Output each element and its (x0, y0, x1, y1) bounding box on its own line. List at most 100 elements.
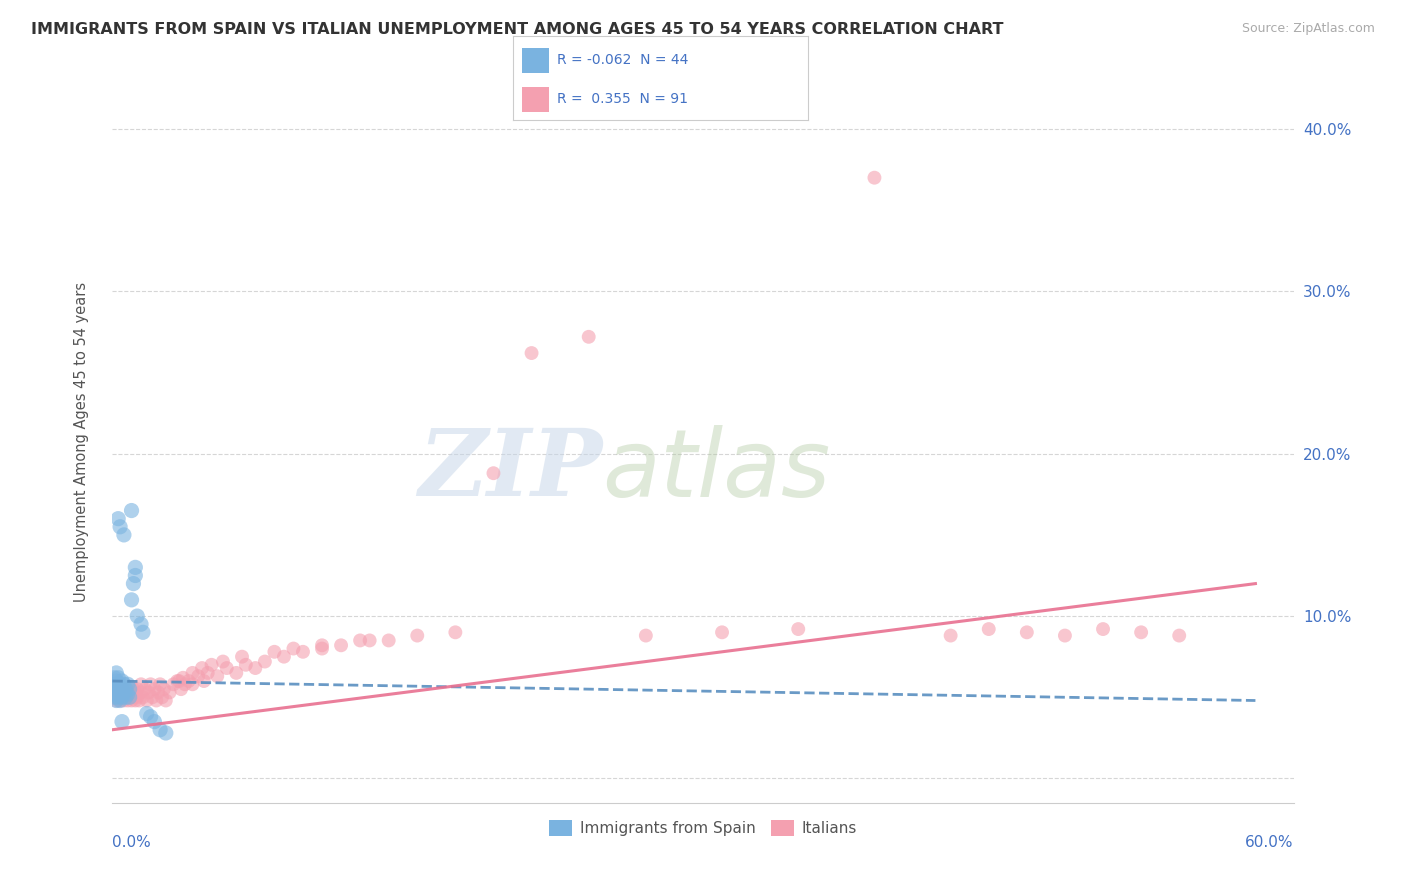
Point (103, 690, 125, 705)
Point (107, 511, 129, 525)
Point (121, 592, 143, 607)
Point (103, 677, 125, 691)
Point (132, 625, 155, 640)
Point (191, 661, 214, 675)
Point (1053, 629, 1076, 643)
Point (121, 503, 143, 517)
Point (121, 685, 143, 699)
Point (117, 687, 139, 701)
Point (162, 677, 184, 691)
Point (107, 690, 129, 705)
Point (1168, 629, 1191, 643)
Point (231, 649, 253, 664)
Point (939, 629, 962, 643)
Point (107, 690, 129, 705)
Point (118, 682, 141, 697)
Point (127, 690, 149, 705)
Point (127, 682, 149, 697)
Point (117, 693, 139, 707)
Point (114, 682, 136, 697)
Point (145, 693, 167, 707)
Point (155, 693, 177, 707)
Point (173, 677, 195, 691)
Text: atlas: atlas (603, 425, 831, 516)
Point (111, 714, 134, 729)
Point (311, 641, 333, 656)
Point (225, 665, 247, 680)
Point (105, 681, 128, 695)
Point (863, 170, 886, 185)
Point (103, 682, 125, 697)
Point (108, 520, 131, 534)
Point (118, 690, 141, 705)
Point (135, 693, 157, 707)
Point (121, 693, 143, 707)
Point (129, 685, 152, 699)
Point (311, 638, 333, 652)
Point (135, 706, 157, 721)
Point (349, 633, 371, 648)
Point (139, 677, 162, 691)
Point (107, 671, 129, 685)
Point (283, 641, 305, 656)
Point (207, 669, 229, 683)
Text: 60.0%: 60.0% (1246, 835, 1294, 850)
Point (197, 665, 219, 680)
Point (122, 576, 145, 591)
Point (634, 629, 657, 643)
Point (118, 682, 141, 697)
Point (359, 633, 381, 648)
Point (103, 690, 125, 705)
Point (117, 677, 139, 691)
Point (112, 685, 135, 699)
Point (111, 682, 134, 697)
Text: R =  0.355  N = 91: R = 0.355 N = 91 (557, 92, 689, 106)
Text: IMMIGRANTS FROM SPAIN VS ITALIAN UNEMPLOYMENT AMONG AGES 45 TO 54 YEARS CORRELAT: IMMIGRANTS FROM SPAIN VS ITALIAN UNEMPLO… (31, 22, 1004, 37)
Text: Source: ZipAtlas.com: Source: ZipAtlas.com (1241, 22, 1375, 36)
Point (132, 690, 155, 705)
Point (1015, 625, 1038, 640)
Point (143, 682, 166, 697)
Point (108, 685, 131, 699)
Point (139, 710, 162, 724)
Point (444, 625, 467, 640)
Text: 0.0%: 0.0% (112, 835, 152, 850)
Point (105, 693, 128, 707)
Point (520, 346, 543, 360)
Point (148, 685, 170, 699)
Point (177, 673, 200, 688)
Point (212, 655, 235, 669)
Text: R = -0.062  N = 44: R = -0.062 N = 44 (557, 54, 689, 67)
Point (105, 673, 128, 688)
Point (111, 690, 134, 705)
Point (105, 685, 128, 699)
FancyBboxPatch shape (522, 47, 548, 73)
Point (107, 677, 129, 691)
Point (134, 682, 156, 697)
Point (150, 690, 173, 705)
Point (107, 682, 129, 697)
Point (129, 617, 152, 632)
Point (143, 714, 166, 729)
Point (114, 690, 136, 705)
Point (215, 661, 238, 675)
Point (111, 682, 134, 697)
Point (141, 690, 163, 705)
Text: ZIP: ZIP (419, 425, 603, 516)
Point (111, 673, 134, 688)
Point (128, 693, 150, 707)
Point (114, 690, 136, 705)
Point (108, 693, 131, 707)
Point (166, 673, 188, 688)
Point (129, 677, 152, 691)
Point (105, 693, 128, 707)
Point (149, 677, 172, 691)
Point (330, 638, 353, 652)
Point (159, 685, 181, 699)
Point (578, 330, 600, 344)
Point (108, 685, 131, 699)
Point (253, 655, 276, 669)
Point (172, 671, 194, 685)
Point (291, 645, 314, 659)
Point (108, 693, 131, 707)
